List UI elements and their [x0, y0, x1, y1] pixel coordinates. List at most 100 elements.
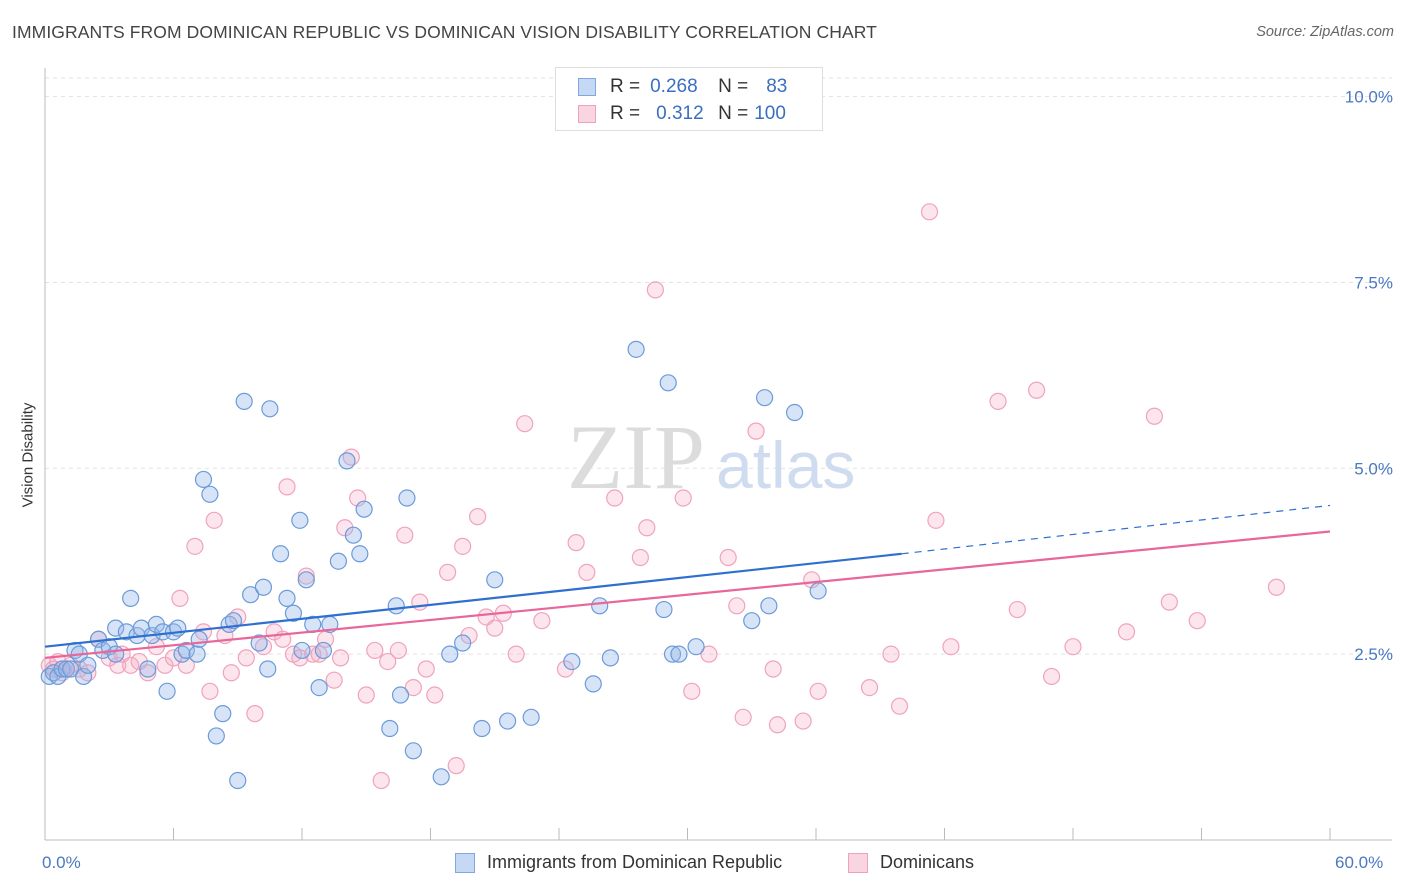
- point-immigrants: [297, 571, 315, 589]
- source-credit: Source: ZipAtlas.com: [1256, 24, 1394, 40]
- point-dominicans: [927, 511, 945, 529]
- point-dominicans: [631, 548, 649, 567]
- x-axis-max-label: 60.0%: [1335, 853, 1384, 872]
- point-dominicans: [794, 712, 812, 730]
- point-immigrants: [760, 597, 778, 615]
- point-immigrants: [755, 389, 774, 407]
- y-tick-label: 2.5%: [1354, 645, 1393, 664]
- y-tick-label: 10.0%: [1345, 88, 1393, 107]
- point-dominicans: [404, 678, 422, 697]
- point-immigrants: [79, 656, 97, 674]
- point-immigrants: [261, 400, 279, 418]
- point-immigrants: [809, 582, 827, 600]
- point-dominicans: [122, 656, 140, 674]
- point-immigrants: [381, 719, 399, 738]
- point-dominicans: [469, 508, 487, 526]
- point-dominicans: [439, 563, 457, 581]
- point-dominicans: [809, 682, 827, 700]
- y-tick-labels: 2.5% 5.0% 7.5% 10.0%: [1345, 88, 1393, 665]
- point-dominicans: [177, 656, 195, 674]
- point-immigrants: [57, 660, 76, 678]
- point-dominicans: [890, 697, 909, 715]
- point-immigrants: [563, 652, 581, 671]
- point-immigrants: [670, 645, 688, 663]
- point-dominicans: [379, 652, 397, 671]
- point-dominicans: [205, 511, 223, 529]
- legend-n-label: N =: [718, 103, 749, 124]
- point-immigrants: [687, 638, 705, 656]
- point-immigrants: [387, 597, 405, 615]
- point-immigrants: [473, 719, 491, 738]
- point-immigrants: [194, 470, 213, 489]
- point-immigrants: [627, 340, 645, 358]
- y-tick-label: 7.5%: [1354, 273, 1393, 292]
- point-dominicans: [186, 537, 204, 555]
- point-dominicans: [768, 716, 787, 734]
- point-dominicans: [246, 705, 264, 723]
- point-dominicans: [486, 619, 504, 637]
- point-immigrants: [293, 641, 311, 660]
- point-immigrants: [655, 600, 673, 619]
- point-dominicans: [222, 664, 240, 682]
- point-dominicans: [764, 660, 782, 678]
- point-dominicans: [304, 645, 322, 663]
- point-dominicans: [1145, 407, 1163, 425]
- point-immigrants: [310, 678, 328, 697]
- legend-swatch-blue: [578, 78, 596, 96]
- trend-lines: [44, 504, 1331, 659]
- point-dominicans: [372, 771, 390, 790]
- point-immigrants: [177, 641, 195, 660]
- point-immigrants: [207, 727, 225, 745]
- trend-line-immigrants-extension: [901, 504, 1331, 555]
- point-dominicans: [201, 682, 219, 700]
- point-dominicans: [325, 671, 343, 689]
- point-dominicans: [454, 537, 472, 555]
- point-dominicans: [447, 757, 465, 775]
- point-dominicans: [646, 281, 664, 299]
- point-dominicans: [728, 597, 746, 615]
- legend-r-value: 0.312: [656, 103, 704, 124]
- point-immigrants: [314, 641, 333, 660]
- watermark-zip: ZIP: [567, 406, 705, 508]
- point-immigrants: [190, 630, 208, 648]
- point-immigrants: [584, 675, 602, 693]
- point-immigrants: [441, 645, 459, 663]
- legend-swatch-pink: [578, 105, 596, 123]
- point-dominicans: [674, 489, 692, 507]
- point-immigrants: [291, 511, 309, 529]
- point-immigrants: [158, 682, 176, 700]
- watermark-atlas: atlas: [716, 428, 855, 502]
- point-immigrants: [486, 571, 504, 589]
- trend-line-immigrants: [44, 552, 902, 648]
- point-immigrants: [344, 526, 362, 544]
- point-immigrants: [201, 485, 219, 503]
- point-dominicans: [396, 526, 414, 544]
- point-dominicans: [109, 656, 127, 674]
- point-dominicans: [1027, 381, 1046, 399]
- point-immigrants: [271, 545, 290, 563]
- point-immigrants: [259, 660, 277, 678]
- point-dominicans: [426, 686, 444, 704]
- point-immigrants: [74, 667, 93, 686]
- watermark: ZIP atlas: [567, 406, 855, 508]
- point-immigrants: [284, 604, 303, 622]
- point-dominicans: [1008, 600, 1026, 619]
- point-dominicans: [389, 641, 407, 660]
- point-immigrants: [107, 645, 125, 663]
- point-immigrants: [454, 634, 472, 652]
- point-dominicans: [331, 649, 350, 667]
- point-immigrants: [391, 686, 410, 704]
- point-immigrants: [188, 645, 206, 663]
- point-dominicans: [683, 682, 701, 700]
- legend-n-value: 100: [754, 103, 786, 124]
- point-immigrants: [743, 612, 761, 630]
- point-dominicans: [882, 645, 900, 663]
- point-dominicans: [237, 649, 255, 667]
- axes: [44, 68, 1392, 841]
- point-immigrants: [663, 645, 682, 663]
- point-immigrants: [122, 589, 140, 607]
- legend-item-immigrants: Immigrants from Dominican Republic: [455, 852, 782, 873]
- point-dominicans: [366, 641, 384, 660]
- point-dominicans: [606, 489, 624, 507]
